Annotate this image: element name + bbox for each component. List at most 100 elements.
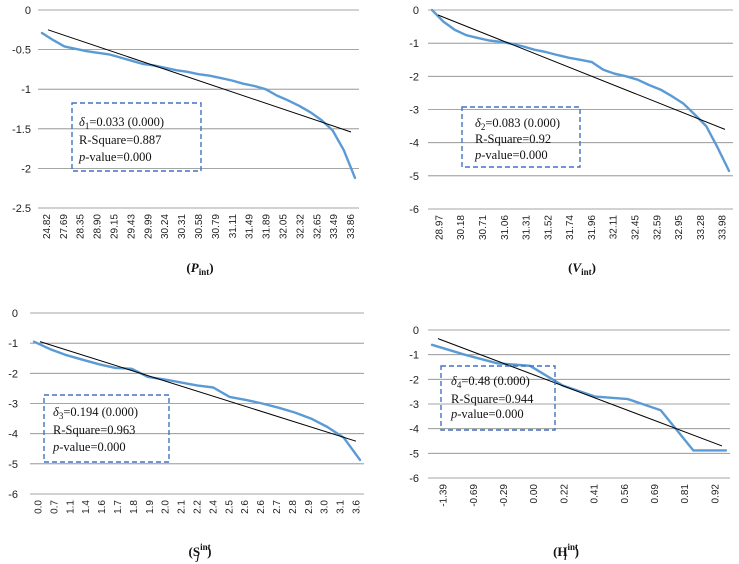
delta-symbol: δ [53, 405, 59, 419]
caption-close-paren: ) [592, 260, 596, 275]
x-tick-label: 29.99 [143, 214, 154, 239]
x-tick-label: 1.7 [113, 500, 124, 514]
x-tick-label: 32.11 [609, 215, 620, 240]
x-tick-label: 30.58 [194, 214, 205, 239]
x-tick-label: 2.9 [304, 500, 315, 514]
p-label: p [52, 440, 59, 454]
annotation-p-value: p-value=0.000 [78, 150, 152, 164]
x-tick-label: 31.74 [565, 215, 576, 240]
observed-series-line [32, 340, 362, 462]
y-tick-label: -1 [409, 350, 419, 362]
p-value: -value=0.000 [481, 148, 547, 162]
caption-superscript: int [200, 542, 211, 552]
caption-superscript: int [568, 542, 579, 552]
annotation-r-square: R-Square=0.944 [451, 392, 534, 406]
y-tick-label: -4 [409, 424, 419, 436]
delta-subscript: 2 [481, 122, 486, 132]
delta-value: =0.033 (0.000) [89, 115, 164, 129]
y-tick-label: -5 [8, 459, 18, 471]
x-tick-label: 31.11 [228, 214, 239, 239]
x-tick-label: 2.6 [240, 500, 251, 514]
p-value: -value=0.000 [85, 150, 151, 164]
y-tick-label: -2.5 [12, 203, 31, 215]
x-tick-label: 1.1 [65, 500, 76, 514]
caption-close-paren: ) [207, 544, 211, 559]
y-tick-label: 0 [25, 5, 31, 17]
y-tick-label: -2 [8, 368, 18, 380]
x-tick-label: 31.52 [543, 215, 554, 240]
x-tick-label: 2.8 [288, 500, 299, 514]
caption-symbol: V [572, 260, 582, 275]
panel-caption: (Pint) [186, 260, 213, 277]
p-label: p [474, 148, 481, 162]
y-tick-label: -1 [21, 84, 31, 96]
x-tick-label: 0.22 [559, 484, 570, 504]
p-value: -value=0.000 [457, 407, 523, 421]
x-tick-label: -0.29 [499, 484, 510, 507]
p-label: p [78, 150, 85, 164]
y-tick-label: -4 [8, 429, 18, 441]
x-tick-label: 33.98 [718, 215, 729, 240]
caption-symbol: S [193, 544, 200, 559]
caption-subscript: int [199, 267, 210, 277]
caption-subscript: j [195, 552, 200, 562]
y-tick-label: -3 [8, 399, 18, 411]
annotation-p-value: p-value=0.000 [52, 440, 126, 454]
x-tick-label: 29.15 [110, 214, 121, 239]
annotation-p-value: p-value=0.000 [450, 407, 524, 421]
x-tick-label: -1.39 [439, 484, 450, 507]
x-tick-label: 1.4 [81, 500, 92, 514]
chart-panel-4: 0 -1 -2 -3 -4 -5 -6 -1.39 -0.69 -0.29 0.00 0.22 0.41… [409, 325, 730, 562]
x-tick-label: 24.82 [42, 214, 53, 239]
annotation-r-square: R-Square=0.887 [79, 133, 161, 147]
x-tick-label: 32.32 [295, 214, 306, 239]
annotation-box [461, 106, 581, 168]
delta-symbol: δ [451, 374, 457, 388]
annotation-p-value: p-value=0.000 [474, 148, 548, 162]
delta-symbol: δ [475, 116, 481, 130]
annotation-box [440, 365, 556, 431]
y-tick-label: -6 [409, 204, 419, 216]
x-tick-label: 3.6 [352, 500, 363, 514]
fit-trend-line [47, 29, 352, 133]
x-tick-label: 2.5 [224, 500, 235, 514]
x-tick-label: 33.28 [696, 215, 707, 240]
y-tick-label: 0 [413, 5, 419, 17]
y-tick-label: -3 [409, 399, 419, 411]
x-tick-label: 2.6 [256, 500, 267, 514]
x-tick-label: 2.1 [177, 500, 188, 514]
x-tick-label: 32.05 [278, 214, 289, 239]
x-tick-label: 32.45 [630, 215, 641, 240]
y-tick-label: 0 [413, 325, 419, 337]
delta-subscript: 4 [457, 380, 462, 390]
x-tick-label: 3.0 [320, 500, 331, 514]
x-tick-label: 27.69 [59, 214, 70, 239]
y-tick-label: -6 [409, 473, 419, 485]
annotation-delta: δ1=0.033 (0.000) [79, 115, 164, 131]
delta-value: =0.083 (0.000) [485, 116, 560, 130]
x-tick-label: 31.49 [245, 214, 256, 239]
fit-trend-line [39, 341, 357, 442]
caption-symbol: P [191, 260, 200, 275]
annotation-r-square: R-Square=0.92 [475, 132, 551, 146]
caption-symbol: H [557, 544, 567, 559]
panel-caption: (Hint i) [553, 542, 579, 562]
y-tick-label: -1.5 [12, 124, 31, 136]
x-tick-label: 0.56 [620, 484, 631, 504]
x-tick-label: 29.43 [126, 214, 137, 239]
x-tick-label: 2.2 [193, 500, 204, 514]
y-tick-label: -2 [409, 71, 419, 83]
y-tick-label: -2 [409, 374, 419, 386]
annotation-delta: δ2=0.083 (0.000) [475, 116, 560, 132]
x-tick-label: -0.69 [469, 484, 480, 507]
x-tick-label: 1.8 [129, 500, 140, 514]
annotation-delta: δ4=0.48 (0.000) [451, 374, 530, 390]
delta-value: =0.194 (0.000) [63, 405, 138, 419]
y-tick-label: -1 [409, 38, 419, 50]
observed-series-line [430, 8, 731, 173]
x-tick-label: 28.90 [93, 214, 104, 239]
x-tick-label: 0.92 [710, 484, 721, 504]
y-tick-label: -2 [21, 163, 31, 175]
x-tick-label: 1.6 [97, 500, 108, 514]
